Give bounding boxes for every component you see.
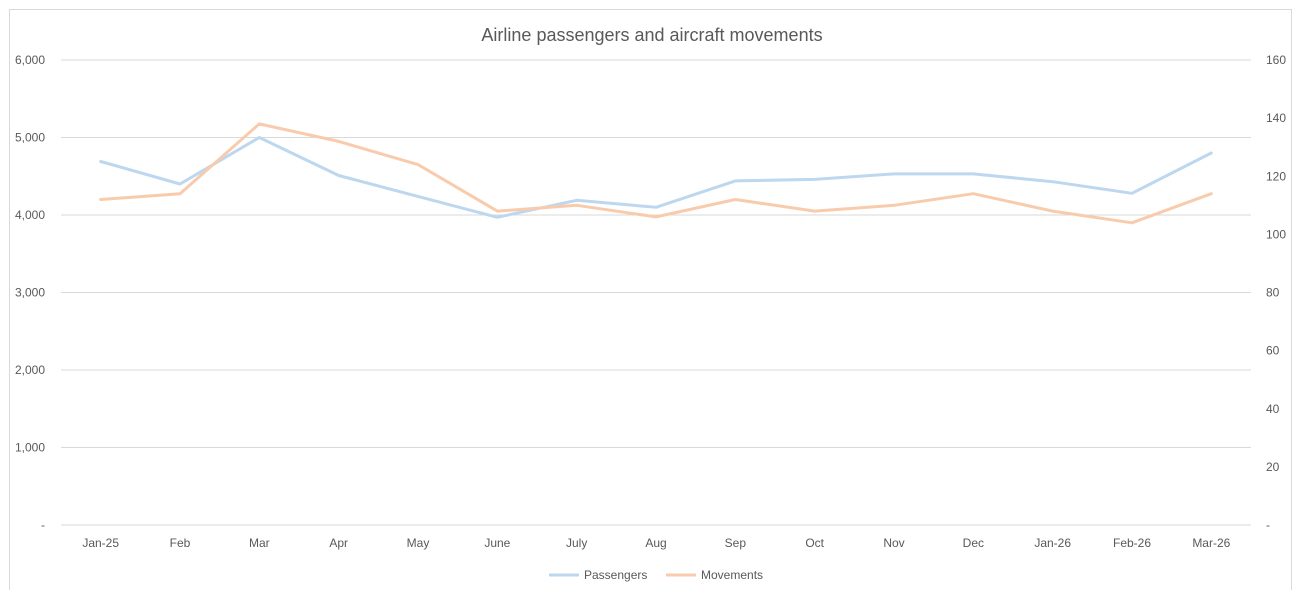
legend-label-movements: Movements (701, 568, 763, 582)
y-right-tick-label: - (1266, 518, 1270, 532)
x-tick-label: Aug (645, 536, 666, 550)
right-axis: - 20 40 60 80 100 120 140 160 (1266, 53, 1286, 532)
x-tick-label: Nov (883, 536, 904, 550)
x-tick-label: June (484, 536, 510, 550)
gridlines (61, 59, 1251, 526)
y-right-tick-label: 20 (1266, 460, 1280, 474)
series-layer (99, 122, 1213, 225)
x-tick-label: Oct (805, 536, 824, 550)
y-left-tick-label: 5,000 (15, 131, 45, 145)
x-tick-label: Jan-26 (1034, 536, 1071, 550)
x-tick-label: Jan-25 (82, 536, 119, 550)
y-right-tick-label: 60 (1266, 344, 1280, 358)
series-line-passengers (99, 136, 1213, 219)
x-tick-label: Mar (249, 536, 270, 550)
y-right-tick-label: 40 (1266, 402, 1280, 416)
x-tick-label: May (407, 536, 430, 550)
y-right-tick-label: 140 (1266, 111, 1286, 125)
x-tick-label: Dec (963, 536, 984, 550)
series-line-movements (99, 122, 1213, 225)
left-axis: - 1,000 2,000 3,000 4,000 5,000 6,000 (15, 53, 45, 532)
y-left-tick-label: 6,000 (15, 53, 45, 67)
y-right-tick-label: 100 (1266, 227, 1286, 241)
x-tick-label: Mar-26 (1192, 536, 1230, 550)
legend: Passengers Movements (549, 568, 763, 582)
x-axis: Jan-25 Feb Mar Apr May June July Aug Sep Oct Nov De… (82, 536, 1230, 550)
y-left-tick-label: 4,000 (15, 208, 45, 222)
x-tick-label: July (566, 536, 587, 550)
y-left-tick-label: - (41, 518, 45, 532)
x-tick-label: Sep (725, 536, 747, 550)
chart-frame (9, 9, 1292, 590)
y-left-tick-label: 3,000 (15, 286, 45, 300)
x-tick-label: Feb (170, 536, 191, 550)
y-right-tick-label: 80 (1266, 286, 1280, 300)
legend-label-passengers: Passengers (584, 568, 647, 582)
chart-title: Airline passengers and aircraft movement… (481, 25, 822, 45)
y-right-tick-label: 120 (1266, 169, 1286, 183)
y-right-tick-label: 160 (1266, 53, 1286, 67)
y-left-tick-label: 1,000 (15, 441, 45, 455)
y-left-tick-label: 2,000 (15, 363, 45, 377)
x-tick-label: Feb-26 (1113, 536, 1151, 550)
x-tick-label: Apr (329, 536, 348, 550)
